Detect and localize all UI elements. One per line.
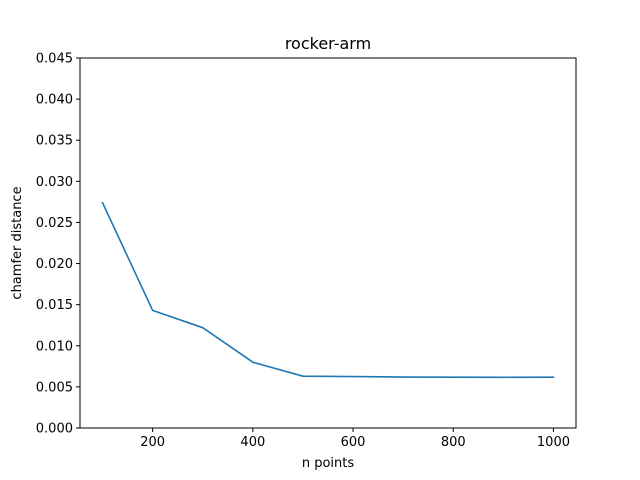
y-tick-label: 0.030 bbox=[36, 175, 73, 190]
y-tick-label: 0.040 bbox=[36, 93, 73, 108]
y-tick-label: 0.015 bbox=[36, 298, 73, 313]
y-tick-label: 0.020 bbox=[36, 257, 73, 272]
y-tick-label: 0.000 bbox=[36, 422, 73, 437]
x-tick-label: 600 bbox=[341, 435, 366, 450]
x-tick-label: 200 bbox=[140, 435, 165, 450]
x-tick-label: 1000 bbox=[537, 435, 570, 450]
series-layer bbox=[101, 201, 555, 379]
axis-ticks: 200 400 600 800 1000 0.000 0.005 0.010 0.015 0.02… bbox=[36, 52, 570, 451]
y-tick-label: 0.045 bbox=[36, 52, 73, 67]
plot-frame bbox=[79, 57, 577, 429]
y-tick-label: 0.010 bbox=[36, 339, 73, 354]
chart-title: rocker-arm bbox=[285, 34, 371, 53]
y-tick-label: 0.035 bbox=[36, 134, 73, 149]
x-axis-label: n points bbox=[302, 456, 355, 471]
x-tick-label: 400 bbox=[240, 435, 265, 450]
x-tick-label: 800 bbox=[441, 435, 466, 450]
y-tick-label: 0.005 bbox=[36, 380, 73, 395]
y-tick-label: 0.025 bbox=[36, 216, 73, 231]
series-line bbox=[101, 201, 555, 379]
y-axis-label: chamfer distance bbox=[10, 186, 25, 299]
